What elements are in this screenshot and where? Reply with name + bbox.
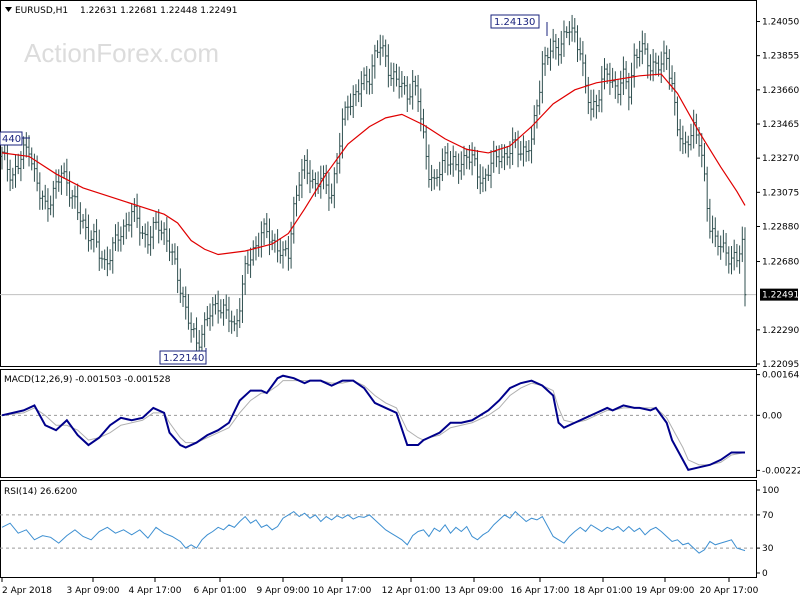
price-moving-average <box>1 73 746 256</box>
price-tick-label: 1.22680 <box>762 258 799 268</box>
macd-tick-label: 0.00 <box>762 411 782 421</box>
current-price-tag: 1.22491 <box>760 288 799 301</box>
macd-panel-frame <box>0 369 757 478</box>
x-tick-label: 13 Apr 09:00 <box>445 586 504 596</box>
price-tick-label: 1.23855 <box>762 52 799 62</box>
x-tick-label: 18 Apr 01:00 <box>574 586 633 596</box>
x-tick-label: 3 Apr 09:00 <box>67 586 120 596</box>
macd-main-line <box>1 374 745 471</box>
rsi-title: RSI(14) 26.6200 <box>4 487 77 497</box>
price-tick-label: 1.22880 <box>762 222 799 232</box>
rsi-tick-label: 0 <box>762 569 768 579</box>
x-tick-label: 10 Apr 17:00 <box>313 586 372 596</box>
symbol-label: EURUSD,H1 <box>15 6 68 16</box>
price-tick-label: 1.23075 <box>762 188 799 198</box>
rsi-line <box>1 510 746 554</box>
left-edge-annotation: 440 <box>0 131 30 146</box>
macd-tick-label: 0.001645 <box>762 371 800 381</box>
macd-lines <box>1 374 746 471</box>
macd-title: MACD(12,26,9) -0.001503 -0.001528 <box>4 375 171 385</box>
macd-axis-ticks: 0.001645 0.00 -0.002224 <box>756 371 800 476</box>
ohlc-readout: 1.22631 1.22681 1.22448 1.22491 <box>80 6 237 16</box>
x-tick-label: 9 Apr 09:00 <box>257 586 310 596</box>
x-tick-label: 16 Apr 17:00 <box>511 586 570 596</box>
x-tick-label: 20 Apr 17:00 <box>700 586 759 596</box>
macd-tick-label: -0.002224 <box>762 466 800 476</box>
current-price-label: 1.22491 <box>762 291 799 301</box>
watermark-text: ActionForex.com <box>24 38 219 68</box>
rsi-tick-label: 70 <box>762 511 774 521</box>
price-tick-label: 1.22290 <box>762 326 799 336</box>
price-tick-label: 1.24050 <box>762 18 799 28</box>
x-tick-label: 6 Apr 01:00 <box>194 586 247 596</box>
high-annotation-label: 1.24130 <box>494 17 535 28</box>
x-tick-label: 19 Apr 09:00 <box>636 586 695 596</box>
left-edge-annotation-label: 440 <box>2 134 21 145</box>
price-tick-label: 1.23270 <box>762 154 799 164</box>
high-annotation: 1.24130 <box>490 14 548 36</box>
x-tick-label: 4 Apr 17:00 <box>129 586 182 596</box>
moving-average-line <box>1 73 746 256</box>
price-panel-frame <box>0 0 757 367</box>
low-annotation-label: 1.22140 <box>163 353 204 364</box>
x-tick-label: 2 Apr 2018 <box>2 586 52 596</box>
x-tick-label: 12 Apr 01:00 <box>382 586 441 596</box>
rsi-axis-ticks: 100 70 30 0 <box>756 486 779 579</box>
price-tick-label: 1.23465 <box>762 120 799 130</box>
time-axis-ticks: 2 Apr 2018 3 Apr 09:00 4 Apr 17:00 6 Apr 01… <box>1 578 759 596</box>
price-tick-label: 1.22095 <box>762 360 799 370</box>
rsi-tick-label: 30 <box>762 544 774 554</box>
low-annotation: 1.22140 <box>159 348 207 365</box>
rsi-tick-label: 100 <box>762 486 779 496</box>
chart-menu-triangle-icon[interactable] <box>5 7 12 12</box>
rsi-level-lines <box>0 514 756 549</box>
rsi-series-line <box>1 510 746 554</box>
price-axis-ticks: 1.24050 1.23855 1.23660 1.23465 1.23270 1.230… <box>756 18 799 370</box>
price-tick-label: 1.23660 <box>762 86 799 96</box>
rsi-panel-frame <box>0 480 757 578</box>
price-ohlc-bars <box>0 14 747 359</box>
